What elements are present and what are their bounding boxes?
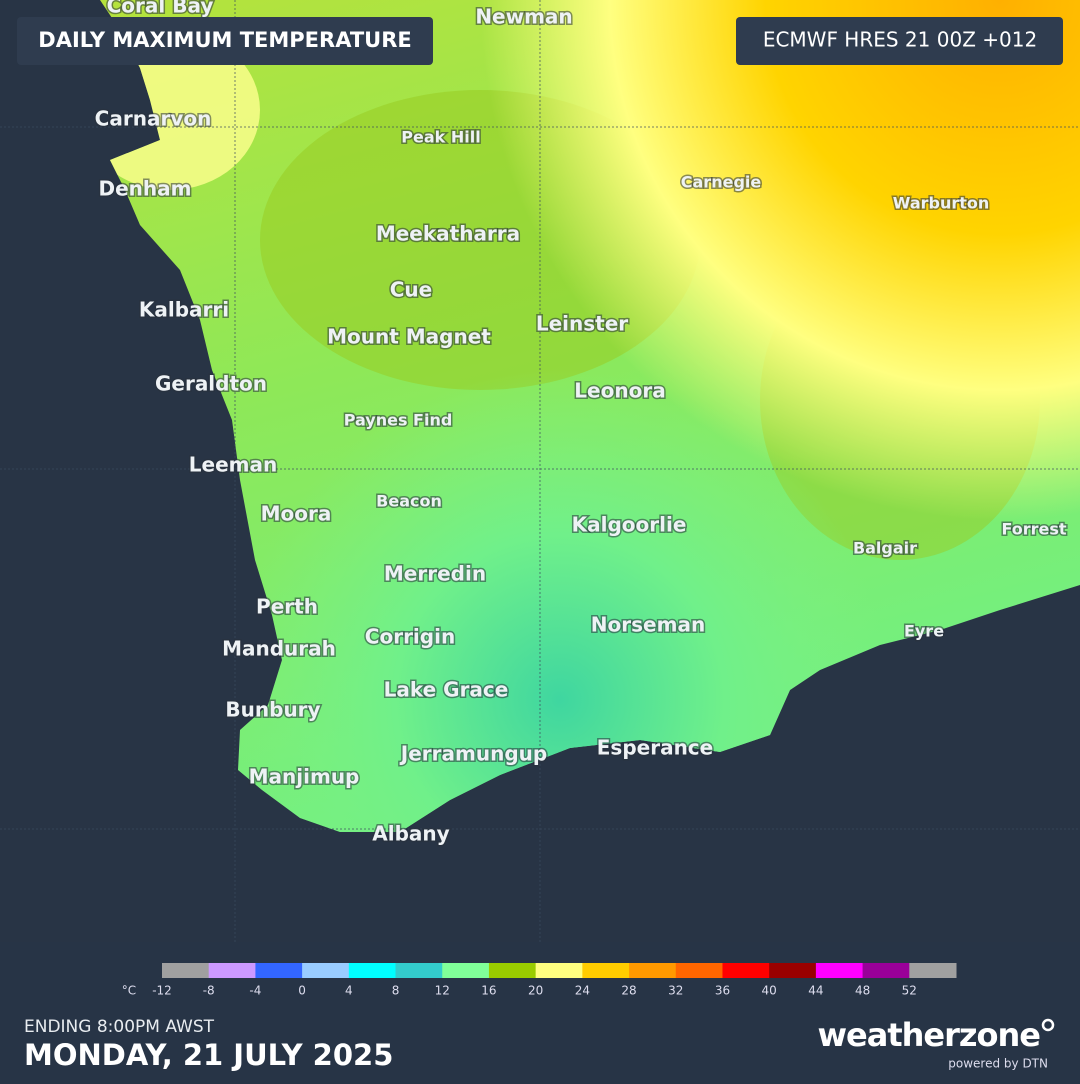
- legend-unit: °C: [122, 984, 136, 998]
- legend-swatch: [488, 963, 537, 978]
- legend-tick-label: 16: [481, 984, 496, 998]
- graticule: [0, 0, 1080, 942]
- title-box: [17, 17, 433, 65]
- legend-swatch: [862, 963, 910, 978]
- legend-swatch: [909, 963, 957, 978]
- legend-swatch: [442, 963, 490, 978]
- legend-swatch: [208, 963, 256, 978]
- place-label: Leinster: [536, 312, 628, 336]
- legend-tick-label: -8: [203, 984, 215, 998]
- date: MONDAY, 21 JULY 2025: [24, 1038, 393, 1072]
- legend-tick-label: 0: [298, 984, 306, 998]
- place-label: Lake Grace: [384, 678, 509, 702]
- legend-swatch: [722, 963, 770, 978]
- legend-swatch: [162, 963, 210, 978]
- place-label: Leonora: [574, 379, 665, 403]
- legend-tick-label: -12: [152, 984, 172, 998]
- place-label: Warburton: [893, 194, 990, 213]
- place-label: Moora: [261, 502, 332, 526]
- place-label: Norseman: [591, 613, 705, 637]
- legend-swatch: [395, 963, 443, 978]
- logo-dot: [1041, 1018, 1055, 1032]
- place-label: Newman: [475, 5, 572, 29]
- legend-tick-label: 28: [621, 984, 636, 998]
- place-label: Geraldton: [155, 372, 267, 396]
- place-label: Peak Hill: [401, 128, 480, 147]
- place-label: Paynes Find: [344, 411, 453, 430]
- place-label: Meekatharra: [376, 222, 520, 246]
- legend-tick-label: -4: [249, 984, 261, 998]
- legend-swatch: [675, 963, 723, 978]
- legend-swatch: [535, 963, 583, 978]
- legend-tick-label: 32: [668, 984, 683, 998]
- brand-logo: weatherzone: [817, 1016, 1040, 1054]
- legend-tick-label: 24: [575, 984, 590, 998]
- place-label: Balgair: [853, 539, 917, 558]
- legend-tick-label: 52: [902, 984, 917, 998]
- place-label: Kalbarri: [139, 298, 229, 322]
- model-label: ECMWF HRES 21 00Z +012: [763, 28, 1037, 52]
- legend-tick-label: 20: [528, 984, 543, 998]
- legend-swatch: [582, 963, 630, 978]
- legend-swatch: [302, 963, 350, 978]
- model-box: [736, 17, 1063, 65]
- place-label: Jerramungup: [399, 742, 547, 766]
- legend-swatch: [769, 963, 817, 978]
- place-label: Mandurah: [222, 637, 336, 661]
- place-label: Carnarvon: [95, 107, 212, 131]
- place-label: Manjimup: [249, 765, 360, 789]
- place-label: Esperance: [597, 736, 713, 760]
- legend-tick-label: 44: [808, 984, 823, 998]
- legend-tick-label: 12: [435, 984, 450, 998]
- legend-tick-label: 4: [345, 984, 353, 998]
- place-label: Perth: [256, 595, 318, 619]
- place-label: Beacon: [376, 492, 442, 511]
- place-label: Carnegie: [681, 173, 762, 192]
- title: DAILY MAXIMUM TEMPERATURE: [38, 28, 411, 52]
- legend: °C -12 -8 -4 0 4 8 12 16 20 24 28 32 36 40 44 48 52: [122, 963, 957, 998]
- place-label: Eyre: [904, 622, 944, 641]
- place-labels: Coral Bay Newman Carnarvon Peak Hill Denham C…: [93, 0, 1068, 847]
- powered-by: powered by DTN: [948, 1057, 1048, 1071]
- legend-tick-label: 8: [392, 984, 400, 998]
- legend-swatch: [629, 963, 677, 978]
- legend-swatch: [255, 963, 303, 978]
- legend-tick-label: 40: [762, 984, 777, 998]
- place-label: Mount Magnet: [327, 325, 491, 349]
- place-label: Bunbury: [225, 698, 320, 722]
- place-label: Denham: [99, 177, 192, 201]
- place-label: Albany: [372, 822, 449, 846]
- legend-swatch: [815, 963, 864, 978]
- place-label: Kalgoorlie: [572, 513, 687, 537]
- legend-tick-label: 36: [715, 984, 730, 998]
- place-label: Forrest: [1001, 520, 1066, 539]
- place-label: Coral Bay: [107, 0, 214, 18]
- period: ENDING 8:00PM AWST: [24, 1017, 215, 1037]
- legend-tick-label: 48: [855, 984, 870, 998]
- place-label: Merredin: [384, 562, 486, 586]
- place-label: Leeman: [189, 453, 277, 477]
- place-label: Corrigin: [365, 625, 455, 649]
- legend-swatch: [348, 963, 397, 978]
- place-label: Cue: [390, 278, 432, 302]
